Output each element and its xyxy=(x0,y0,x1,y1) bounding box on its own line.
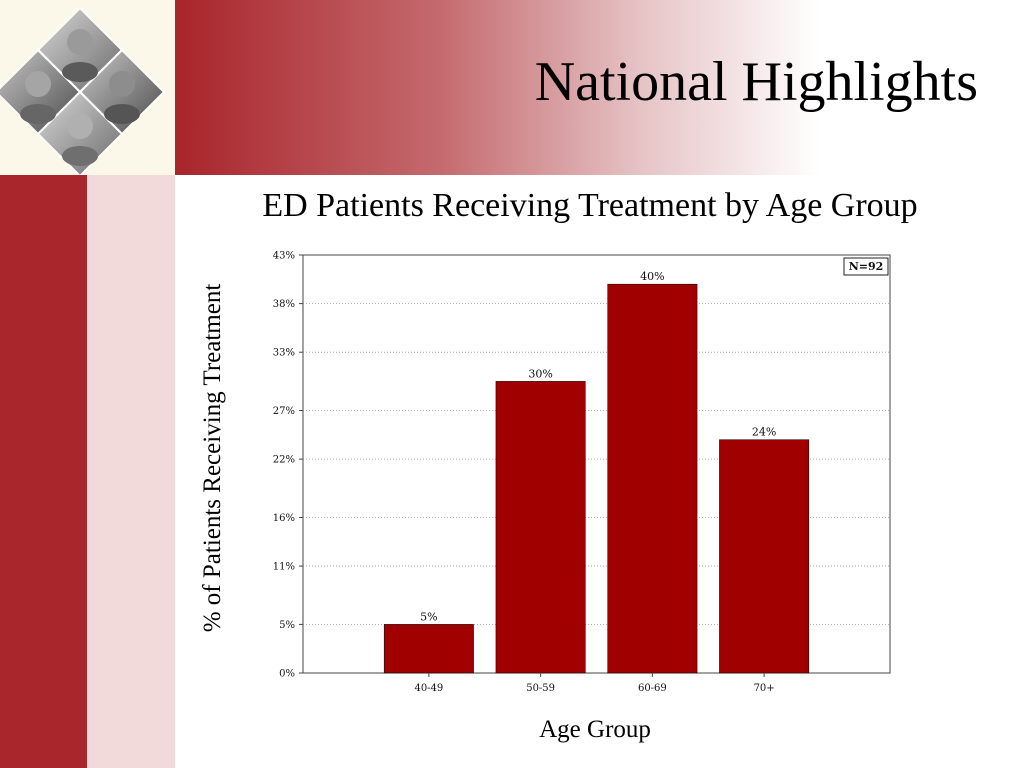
y-tick-label: 16% xyxy=(273,513,295,524)
data-label: 24% xyxy=(752,426,776,439)
y-tick-label: 11% xyxy=(273,562,295,573)
left-pink-panel xyxy=(87,175,175,768)
x-tick-label: 50-59 xyxy=(526,683,555,694)
y-tick-label: 43% xyxy=(273,251,295,262)
data-label: 40% xyxy=(640,270,664,283)
x-tick-label: 40-49 xyxy=(414,683,443,694)
left-accent-stripe xyxy=(0,175,87,768)
four-faces-diamond-photo-icon xyxy=(0,6,166,178)
slide-title: National Highlights xyxy=(534,51,978,113)
x-tick-label: 70+ xyxy=(754,683,775,694)
bar xyxy=(495,381,586,674)
y-tick-label: 27% xyxy=(273,406,295,417)
x-tick-label: 60-69 xyxy=(638,683,667,694)
data-label: 30% xyxy=(528,367,552,380)
bar xyxy=(383,624,474,674)
y-tick-label: 22% xyxy=(273,455,295,466)
x-axis-label: Age Group xyxy=(539,716,651,743)
y-tick-label: 0% xyxy=(279,669,295,680)
bar xyxy=(607,283,698,674)
logo xyxy=(0,0,175,178)
y-tick-label: 5% xyxy=(279,620,295,631)
data-label: 5% xyxy=(420,610,437,623)
y-tick-label: 38% xyxy=(273,299,295,310)
sample-size-label: N=92 xyxy=(849,260,884,273)
y-tick-label: 33% xyxy=(273,348,295,359)
sample-size-box xyxy=(843,257,889,276)
chart-title: ED Patients Receiving Treatment by Age G… xyxy=(262,187,918,224)
bar xyxy=(719,439,810,674)
